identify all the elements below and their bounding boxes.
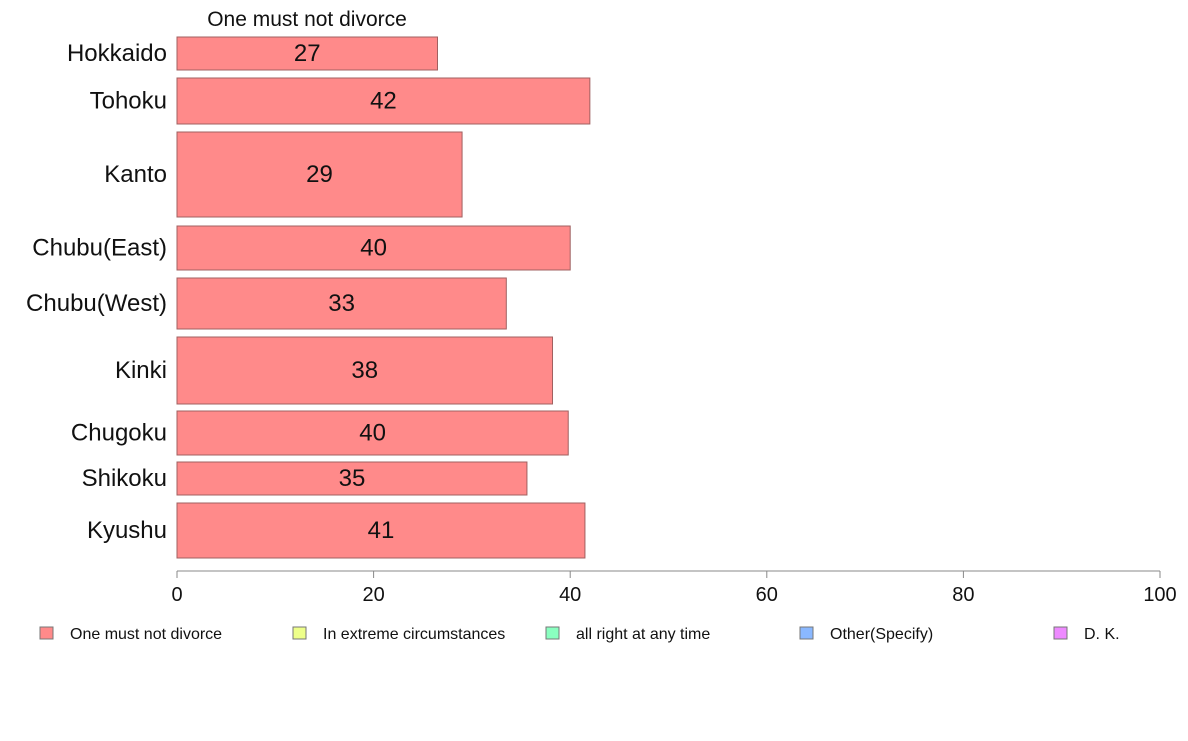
category-label: Shikoku bbox=[82, 465, 167, 492]
category-labels: Hokkaido Tohoku Kanto Chubu(East) Chubu(West… bbox=[26, 40, 167, 544]
bar-value-label: 27 bbox=[294, 40, 321, 67]
bar bbox=[176, 36, 438, 71]
legend-swatch bbox=[39, 626, 54, 640]
legend-label: all right at any time bbox=[576, 626, 710, 643]
legend-swatch bbox=[1053, 626, 1068, 640]
legend-swatch bbox=[799, 626, 814, 640]
category-label: Kyushu bbox=[87, 517, 167, 544]
x-tick-label: 40 bbox=[559, 584, 581, 606]
bar-value-label: 29 bbox=[306, 161, 333, 188]
x-tick-label: 100 bbox=[1143, 584, 1176, 606]
legend-label: Other(Specify) bbox=[830, 626, 933, 643]
bar bbox=[176, 277, 507, 330]
bar bbox=[176, 336, 554, 405]
bar-value-label: 38 bbox=[351, 357, 378, 384]
legend-swatch bbox=[292, 626, 307, 640]
bar-value-label: 35 bbox=[339, 465, 366, 492]
x-tick-label: 80 bbox=[952, 584, 974, 606]
bar bbox=[176, 410, 569, 456]
legend-label: D. K. bbox=[1084, 626, 1120, 643]
category-label: Chubu(East) bbox=[32, 235, 167, 262]
bar-value-label: 40 bbox=[360, 235, 387, 262]
legend-swatch bbox=[545, 626, 560, 640]
bar-value-label: 40 bbox=[359, 420, 386, 447]
bar-value-label: 33 bbox=[328, 290, 355, 317]
category-label: Hokkaido bbox=[67, 40, 167, 67]
bar-value-label: 42 bbox=[370, 88, 397, 115]
legend: One must not divorce In extreme circumsta… bbox=[39, 626, 1120, 643]
x-tick-label: 20 bbox=[362, 584, 384, 606]
category-label: Tohoku bbox=[90, 88, 167, 115]
bar-value-label: 41 bbox=[368, 517, 395, 544]
bar bbox=[176, 461, 528, 496]
category-label: Kanto bbox=[104, 161, 167, 188]
chart-title: One must not divorce bbox=[207, 8, 407, 31]
category-label: Kinki bbox=[115, 357, 167, 384]
bar bbox=[176, 502, 586, 559]
legend-label: In extreme circumstances bbox=[323, 626, 505, 643]
bar bbox=[176, 131, 463, 218]
bar bbox=[176, 225, 571, 271]
bar bbox=[176, 77, 591, 125]
category-label: Chubu(West) bbox=[26, 290, 167, 317]
x-tick-label: 60 bbox=[756, 584, 778, 606]
x-tick-label: 0 bbox=[171, 584, 182, 606]
category-label: Chugoku bbox=[71, 420, 167, 447]
x-axis: 0 20 40 60 80 100 bbox=[171, 570, 1177, 606]
legend-label: One must not divorce bbox=[70, 626, 222, 643]
